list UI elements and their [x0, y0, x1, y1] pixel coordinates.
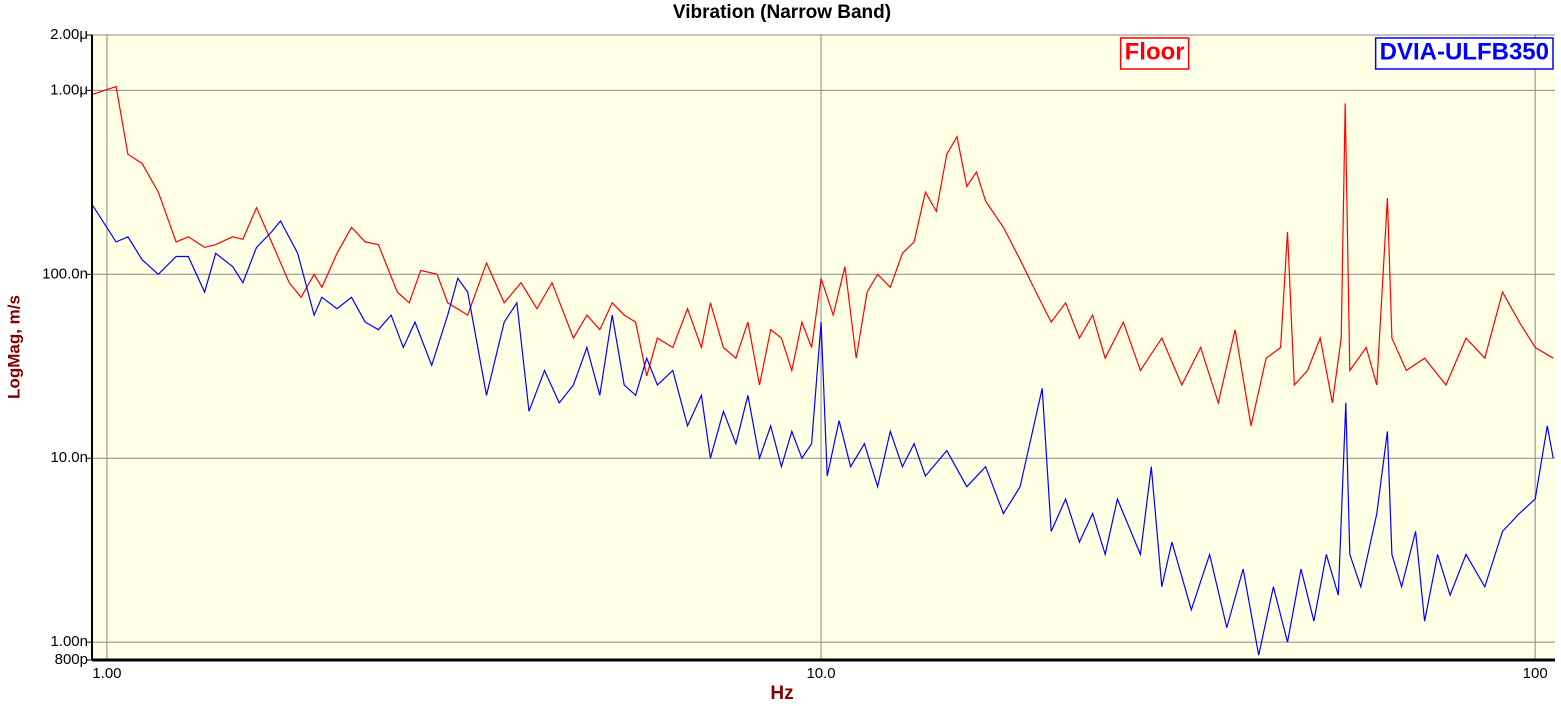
- chart-title: Vibration (Narrow Band): [673, 2, 891, 23]
- series-line: [92, 85, 1554, 427]
- legend-box: [1374, 37, 1554, 70]
- legend: DVIA-ULFB350 Floor: [1119, 37, 1554, 70]
- y-tick-label: 800p: [55, 651, 88, 668]
- series-line: [92, 204, 1554, 656]
- x-axis-label: Hz: [770, 683, 793, 704]
- plot-lines: [92, 85, 1554, 656]
- y-tick-label: 10.0n: [50, 449, 88, 466]
- x-tick-label: 1.00: [92, 665, 121, 682]
- y-tick-label: 2.00μ: [50, 26, 88, 43]
- legend-label: Floor: [1125, 38, 1185, 65]
- legend-label: DVIA-ULFB350: [1380, 38, 1549, 65]
- x-tick-label: 100: [1523, 665, 1548, 682]
- y-axis-label: LogMag, m/s: [4, 295, 23, 399]
- y-tick-label: 1.00n: [50, 633, 88, 650]
- x-tick-label: 10.0: [806, 665, 835, 682]
- plot-area: [92, 35, 1555, 660]
- legend-box: [1119, 37, 1190, 70]
- y-tick-label: 1.00μ: [50, 81, 88, 98]
- legend-item: Floor: [1119, 37, 1190, 70]
- legend-item: DVIA-ULFB350: [1374, 37, 1554, 70]
- y-tick-label: 100.0n: [42, 265, 88, 282]
